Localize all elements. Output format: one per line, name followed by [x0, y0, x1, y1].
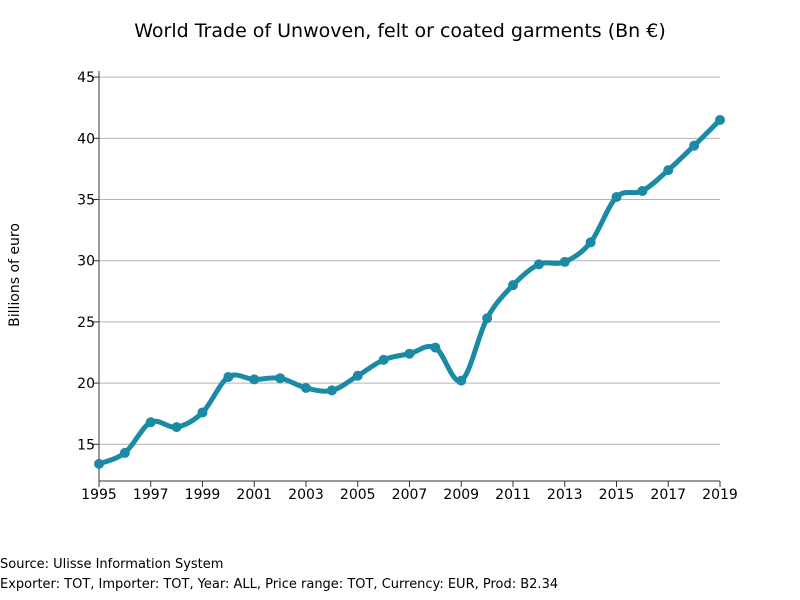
data-point-2001: [249, 374, 260, 385]
axes: [93, 71, 721, 487]
x-tick-label: 2017: [650, 487, 686, 503]
x-tick-label: 2011: [495, 487, 531, 503]
data-point-2010: [482, 313, 493, 324]
data-point-2009: [456, 375, 467, 386]
data-point-2019: [715, 114, 725, 125]
data-point-1995: [94, 458, 104, 469]
chart-title: World Trade of Unwoven, felt or coated g…: [134, 20, 666, 42]
data-point-2000: [223, 371, 234, 382]
filter-details: Exporter: TOT, Importer: TOT, Year: ALL,…: [0, 577, 559, 592]
data-point-2018: [689, 140, 700, 151]
data-point-2017: [663, 165, 674, 176]
x-tick-label: 2013: [547, 487, 583, 503]
y-tick-label: 15: [77, 437, 95, 453]
data-point-1999: [197, 407, 208, 418]
y-tick-label: 20: [77, 376, 95, 392]
y-tick-label: 25: [77, 315, 95, 331]
x-tick-label: 2015: [599, 487, 635, 503]
y-tick-label: 45: [77, 70, 95, 86]
tick-labels: 15 20 25 30 35 40 45 1995 1997 1999 2001 2003 2005 20…: [77, 70, 738, 503]
x-tick-label: 2009: [443, 487, 479, 503]
x-tick-label: 1997: [133, 487, 169, 503]
data-point-2003: [301, 382, 311, 393]
data-point-1996: [119, 447, 130, 458]
data-point-2004: [326, 385, 337, 396]
series-line: [96, 117, 723, 467]
data-point-2007: [404, 348, 415, 359]
data-point-2011: [508, 280, 518, 291]
data-point-2014: [585, 237, 596, 248]
x-tick-label: 2007: [392, 487, 428, 503]
x-tick-label: 2019: [702, 487, 738, 503]
data-point-1998: [171, 422, 182, 433]
x-tick-label: 1999: [185, 487, 221, 503]
y-tick-label: 30: [77, 254, 95, 270]
data-point-2015: [611, 192, 622, 203]
data-point-2013: [559, 256, 570, 267]
gridlines: [99, 76, 720, 445]
data-point-1997: [145, 417, 156, 428]
x-tick-label: 2001: [236, 487, 272, 503]
source-note: Source: Ulisse Information System: [0, 557, 224, 572]
data-point-2005: [352, 370, 363, 381]
data-point-2006: [378, 354, 389, 365]
x-tick-label: 2005: [340, 487, 376, 503]
data-point-2012: [533, 259, 544, 270]
data-point-2008: [430, 342, 441, 353]
data-point-2002: [275, 373, 286, 384]
y-tick-label: 40: [77, 131, 95, 147]
data-points: [94, 114, 725, 469]
x-tick-label: 2003: [288, 487, 324, 503]
data-point-2016: [637, 185, 648, 196]
y-tick-label: 35: [77, 193, 95, 209]
x-tick-label: 1995: [81, 487, 117, 503]
